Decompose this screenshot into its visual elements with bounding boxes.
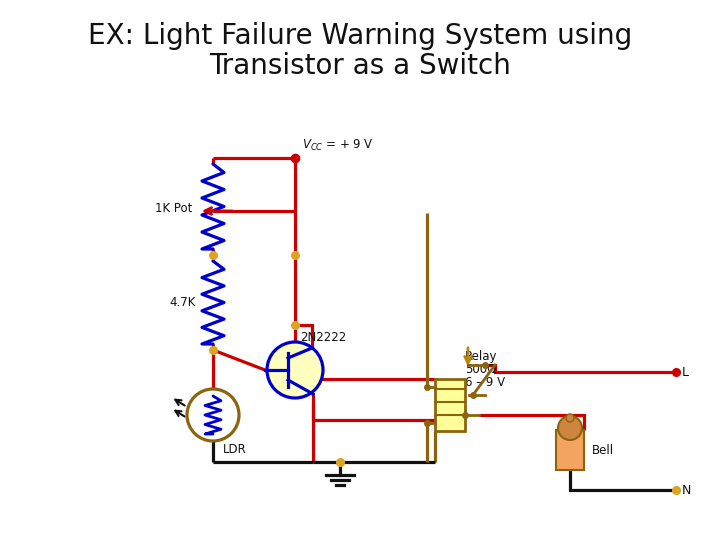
- Text: Relay: Relay: [465, 350, 498, 363]
- Text: 4.7K: 4.7K: [169, 295, 195, 308]
- Text: Transistor as a Switch: Transistor as a Switch: [209, 52, 511, 80]
- Text: 6 – 9 V: 6 – 9 V: [465, 376, 505, 389]
- Text: L: L: [682, 366, 689, 379]
- FancyBboxPatch shape: [435, 379, 465, 431]
- Text: LDR: LDR: [223, 443, 247, 456]
- Text: $V_{CC}$ = + 9 V: $V_{CC}$ = + 9 V: [302, 138, 374, 153]
- Circle shape: [566, 414, 574, 422]
- Circle shape: [558, 416, 582, 440]
- FancyBboxPatch shape: [556, 430, 584, 470]
- Text: EX: Light Failure Warning System using: EX: Light Failure Warning System using: [88, 22, 632, 50]
- Text: 1K Pot: 1K Pot: [155, 202, 192, 215]
- Text: Bell: Bell: [592, 443, 614, 456]
- Circle shape: [267, 342, 323, 398]
- Text: N: N: [682, 483, 691, 496]
- Text: 500Ω: 500Ω: [465, 363, 496, 376]
- Text: 2N2222: 2N2222: [300, 331, 346, 344]
